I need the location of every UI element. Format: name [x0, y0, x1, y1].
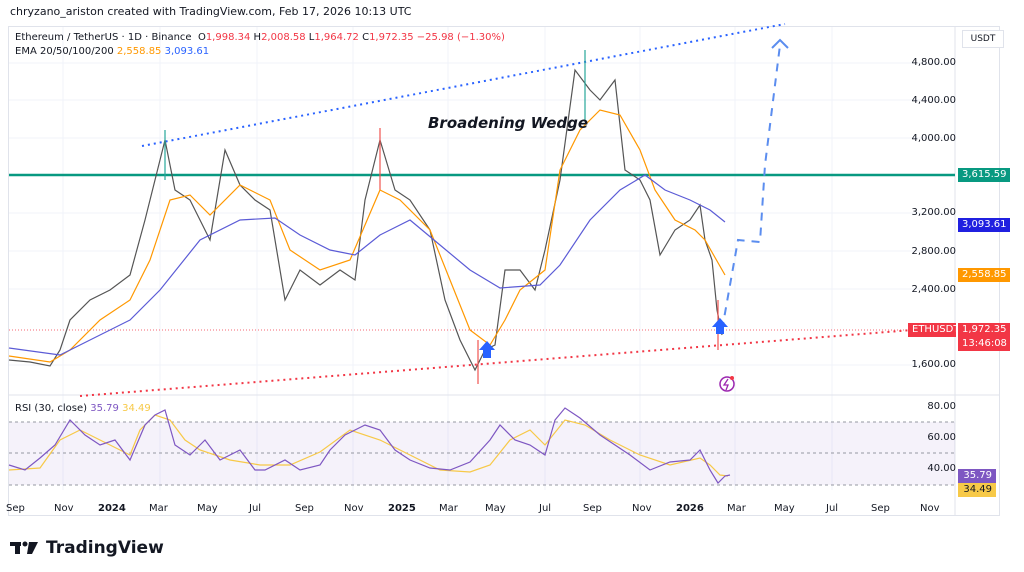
- rsi-tick: 60.00: [927, 432, 956, 443]
- tradingview-logo-icon: [10, 541, 38, 554]
- tradingview-logo[interactable]: TradingView: [10, 538, 164, 558]
- symbol-label[interactable]: Ethereum / TetherUS · 1D · Binance: [15, 32, 192, 43]
- rsi-tick: 80.00: [927, 401, 956, 412]
- currency-selector[interactable]: USDT: [962, 30, 1004, 48]
- countdown-tag: 13:46:08: [958, 337, 1010, 351]
- buy-arrow-icon: [479, 341, 495, 358]
- price-line: [8, 68, 723, 372]
- wedge-upper-line: [141, 23, 786, 147]
- price-tick: 4,800.00: [911, 57, 956, 68]
- resistance-tag: 3,615.59: [958, 168, 1010, 182]
- ema-label[interactable]: EMA 20/50/100/200: [15, 46, 114, 57]
- ema-slow-value: 3,093.61: [164, 46, 210, 57]
- rsi-signal-line: [8, 414, 729, 477]
- open-value: 1,998.34: [205, 32, 251, 43]
- price-tick: 4,000.00: [911, 133, 956, 144]
- rsi-signal-tag: 34.49: [958, 483, 996, 497]
- close-value: 1,972.35: [369, 32, 414, 43]
- chart-credit: chryzano_ariston created with TradingVie…: [10, 5, 412, 18]
- price-tick: 3,200.00: [911, 207, 956, 218]
- rsi-signal-value: 34.49: [122, 403, 151, 414]
- change-value: −25.98 (−1.30%): [416, 32, 505, 43]
- rsi-value-tag: 35.79: [958, 469, 996, 483]
- price-tick: 4,400.00: [911, 95, 956, 106]
- price-tick: 2,400.00: [911, 284, 956, 295]
- price-tick: 1,600.00: [911, 359, 956, 370]
- alert-flash-icon: [719, 376, 735, 392]
- ema-slow-line: [8, 174, 726, 356]
- ema-slow-tag: 3,093.61: [958, 218, 1010, 232]
- price-tick: 2,800.00: [911, 246, 956, 257]
- wedge-lower-line: [79, 326, 951, 397]
- rsi-label[interactable]: RSI (30, close): [15, 403, 88, 414]
- rsi-value: 35.79: [90, 403, 119, 414]
- pattern-annotation[interactable]: Broadening Wedge: [428, 114, 589, 132]
- ema-fast-tag: 2,558.85: [958, 268, 1010, 282]
- high-value: 2,008.58: [261, 32, 306, 43]
- buy-arrow-icon: [712, 318, 728, 334]
- rsi-tick: 40.00: [927, 463, 956, 474]
- symbol-tag: ETHUSDT: [908, 323, 959, 337]
- rsi-legend: RSI (30, close) 35.79 34.49: [15, 403, 151, 414]
- last-price-tag: 1,972.35: [958, 323, 1010, 337]
- ema-fast-line: [8, 109, 726, 363]
- rsi-line: [8, 407, 731, 484]
- projection-path: [721, 44, 781, 331]
- ema-fast-value: 2,558.85: [116, 46, 162, 57]
- chart-legend: Ethereum / TetherUS · 1D · Binance O1,99…: [15, 32, 505, 57]
- low-value: 1,964.72: [314, 32, 359, 43]
